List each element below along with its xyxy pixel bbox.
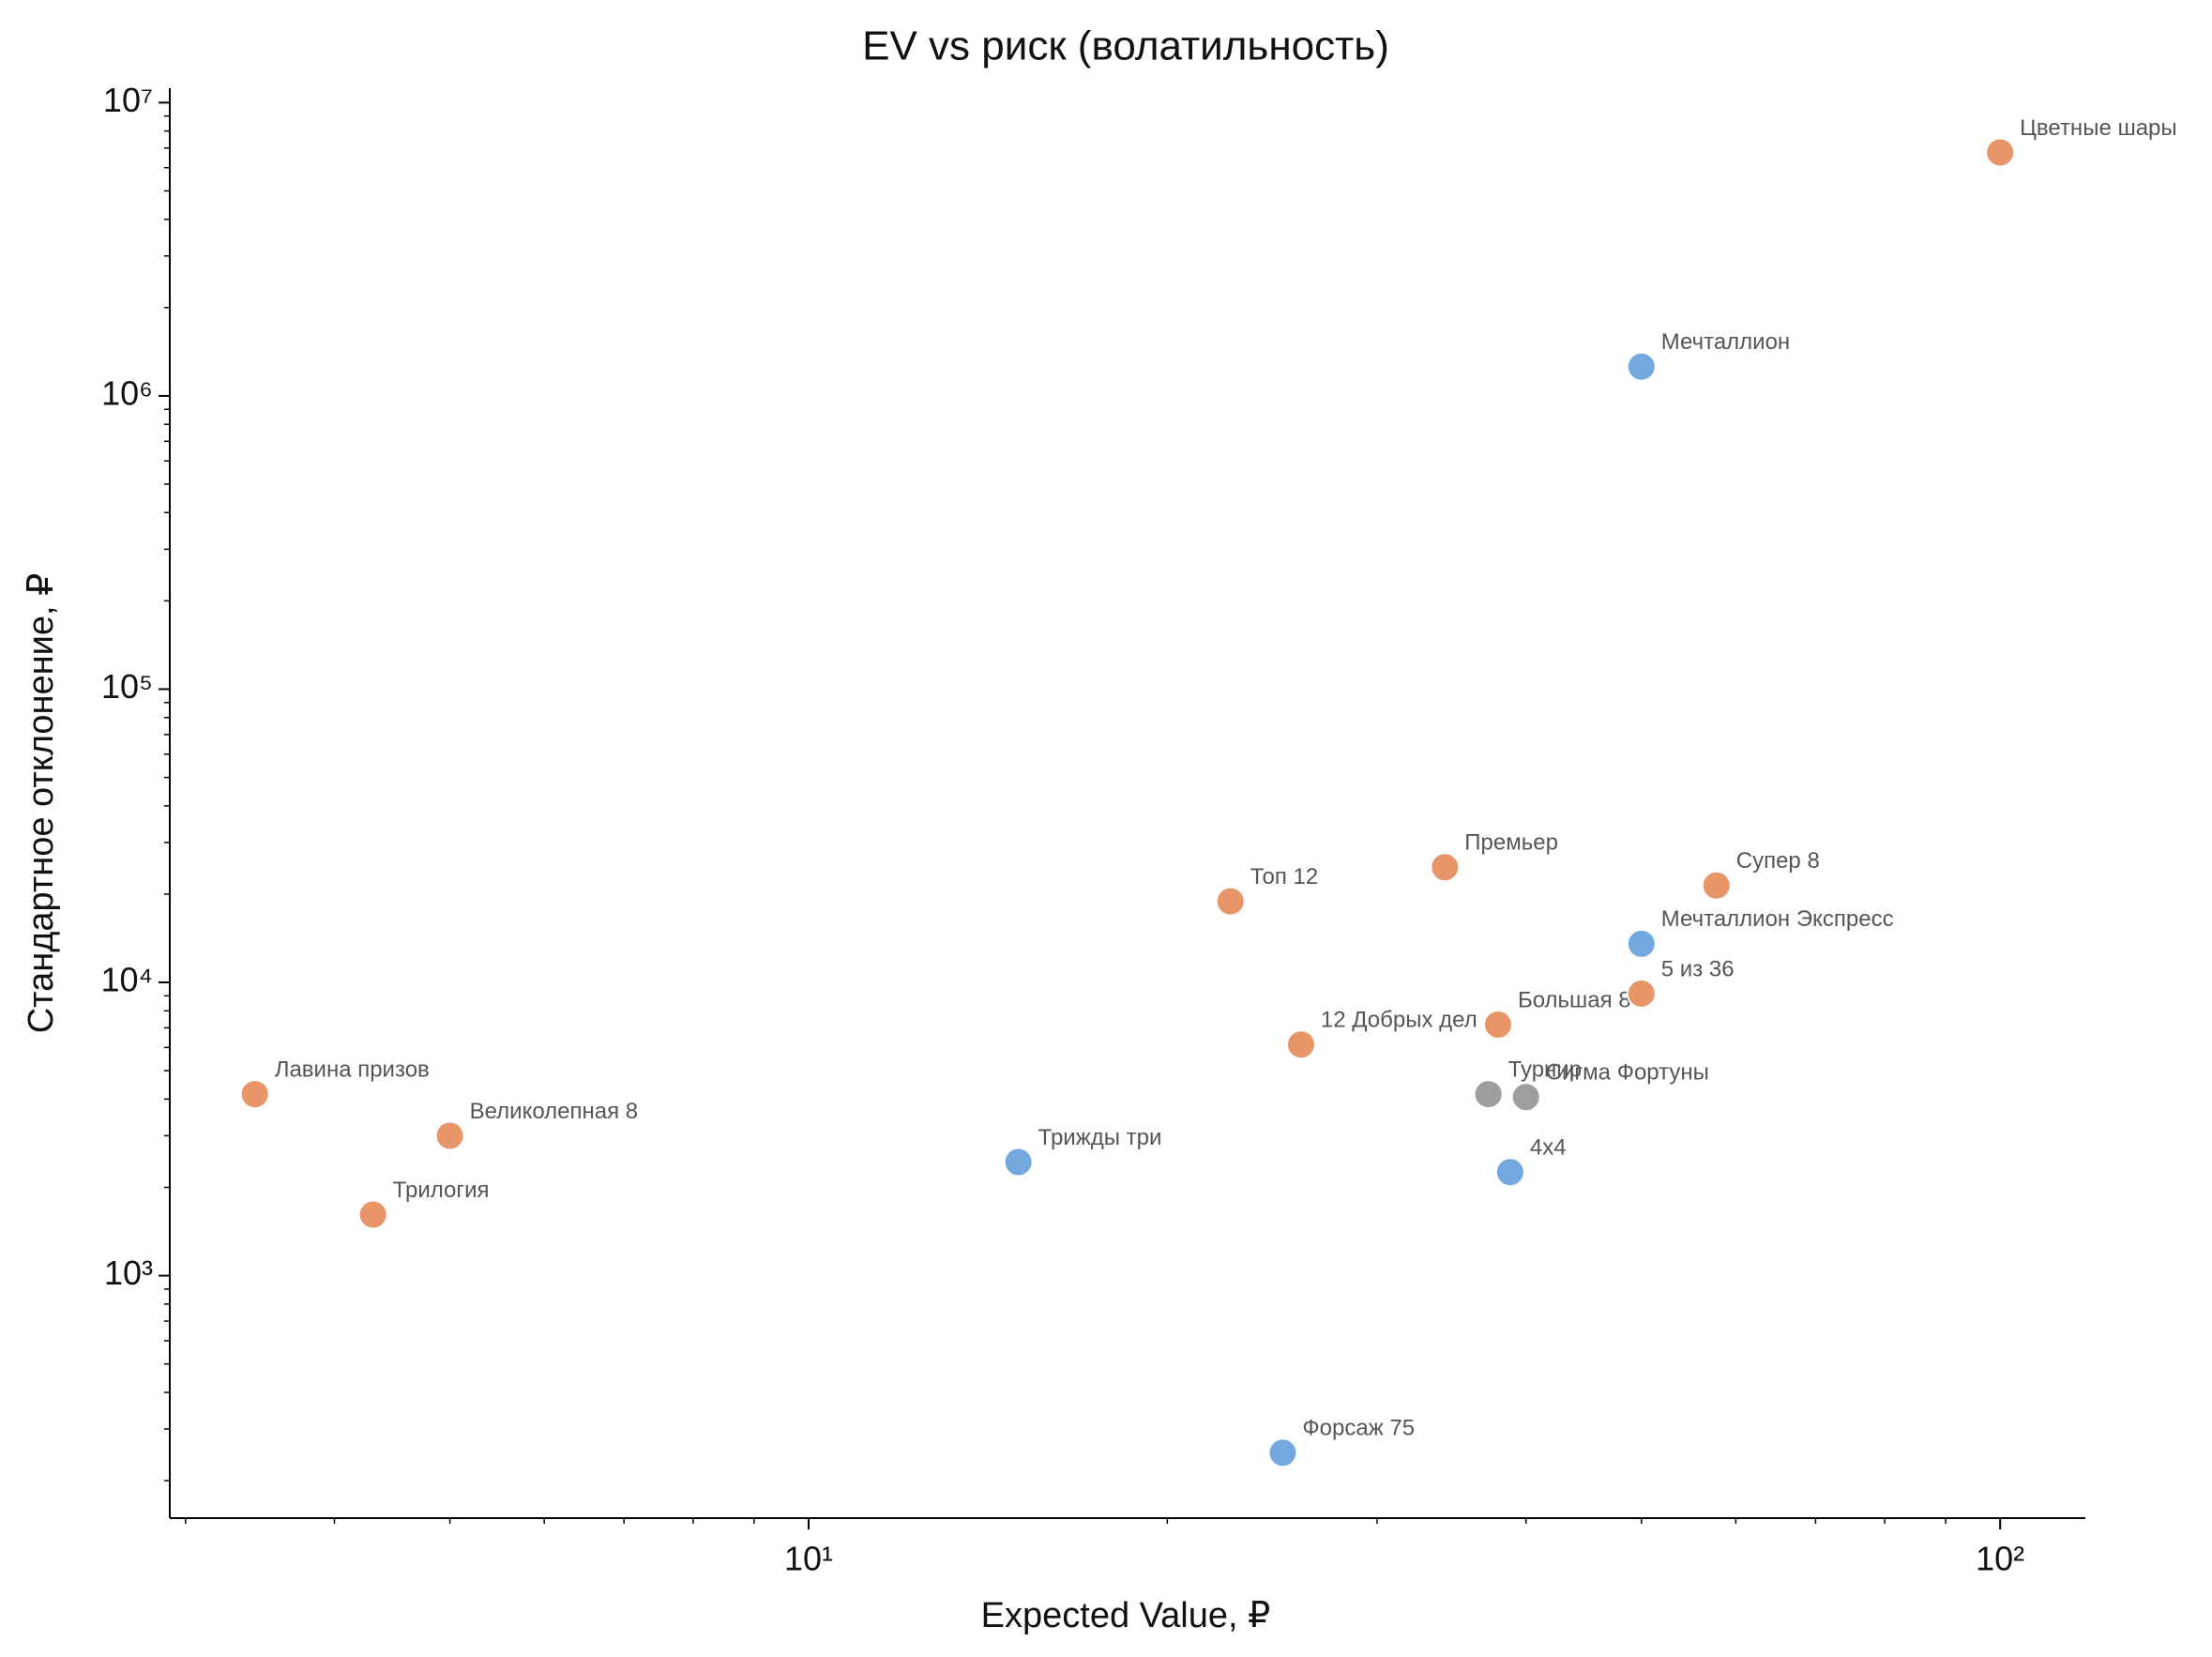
point-label: 12 Добрых дел xyxy=(1321,1008,1477,1033)
y-tick-label: 10³ xyxy=(104,1254,153,1292)
chart-title: EV vs риск (волатильность) xyxy=(862,23,1389,69)
point xyxy=(1473,1079,1504,1110)
point-label: Трижды три xyxy=(1038,1125,1162,1150)
point xyxy=(1285,1029,1316,1060)
point-label: Трилогия xyxy=(393,1178,490,1203)
point xyxy=(1215,886,1246,917)
point xyxy=(1985,137,2016,168)
point-label: Мечталлион Экспресс xyxy=(1661,906,1894,932)
y-axis-label: Стандартное отклонение, ₽ xyxy=(22,573,61,1034)
point-label: Турнир xyxy=(1508,1057,1582,1082)
point xyxy=(1626,928,1657,959)
point-label: Сигма Фортуны xyxy=(1546,1060,1709,1086)
point-label: Мечталлион xyxy=(1661,329,1790,355)
point xyxy=(1494,1157,1525,1188)
y-tick-label: 10⁷ xyxy=(103,81,153,119)
point xyxy=(1626,978,1657,1009)
point xyxy=(1510,1082,1541,1113)
point xyxy=(434,1120,465,1151)
y-tick-label: 10⁴ xyxy=(100,961,153,999)
x-tick-label: 10¹ xyxy=(784,1540,833,1578)
point-label: Супер 8 xyxy=(1736,848,1820,874)
point-label: Цветные шары xyxy=(2020,115,2177,141)
point-label: Топ 12 xyxy=(1250,864,1319,889)
point-label: Большая 8 xyxy=(1518,987,1631,1012)
point xyxy=(1701,870,1732,901)
point xyxy=(1482,1009,1513,1040)
y-tick-label: 10⁵ xyxy=(101,667,153,706)
x-axis-label: Expected Value, ₽ xyxy=(981,1596,1271,1635)
point xyxy=(1430,852,1461,883)
point-label: Форсаж 75 xyxy=(1302,1416,1415,1441)
point xyxy=(1267,1437,1298,1468)
point xyxy=(1003,1147,1034,1178)
point xyxy=(239,1079,270,1110)
y-tick-label: 10⁶ xyxy=(101,373,153,412)
point-label: Лавина призов xyxy=(275,1057,430,1082)
point-label: Великолепная 8 xyxy=(470,1099,639,1124)
point xyxy=(1626,351,1657,382)
x-tick-label: 10² xyxy=(1976,1540,2024,1578)
point-label: 5 из 36 xyxy=(1661,956,1735,981)
point-label: Премьер xyxy=(1464,830,1558,856)
point xyxy=(357,1199,388,1230)
point-label: 4x4 xyxy=(1530,1135,1567,1161)
